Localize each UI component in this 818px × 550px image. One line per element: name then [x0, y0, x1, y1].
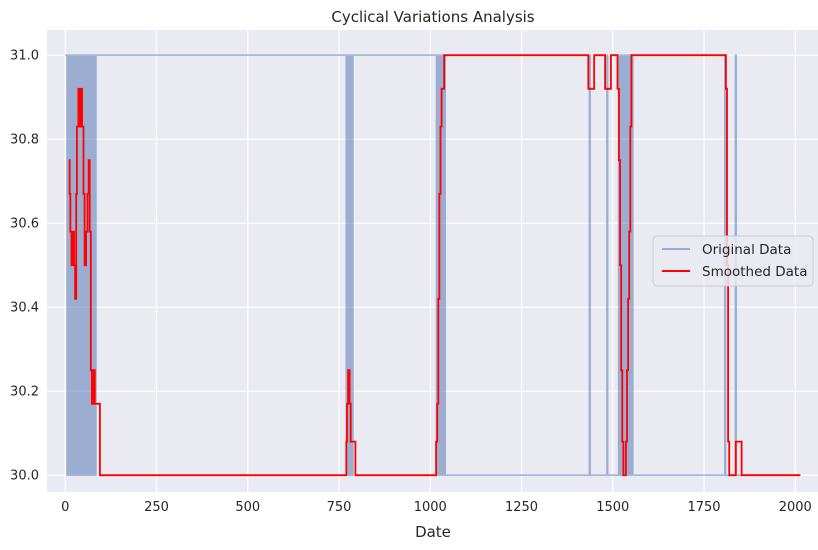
x-tick-label: 250 [144, 500, 169, 515]
y-tick-label: 30.4 [10, 301, 39, 316]
y-axis-ticks: 30.0 30.2 30.4 30.6 30.8 31.0 [10, 49, 39, 484]
y-tick-label: 30.6 [10, 217, 39, 232]
legend-box [652, 235, 814, 287]
x-tick-label: 1750 [687, 500, 720, 515]
x-tick-label: 1250 [505, 500, 538, 515]
y-tick-label: 30.0 [10, 469, 39, 484]
x-axis-ticks: 0 250 500 750 1000 1250 1500 1750 2000 [61, 500, 812, 515]
y-tick-label: 30.2 [10, 385, 39, 400]
y-tick-label: 30.8 [10, 133, 39, 148]
x-tick-label: 0 [61, 500, 69, 515]
x-tick-label: 500 [235, 500, 260, 515]
x-tick-label: 1500 [596, 500, 629, 515]
legend-original-label: Original Data [702, 242, 791, 258]
legend: Original Data Smoothed Data [652, 235, 814, 287]
x-tick-label: 750 [327, 500, 352, 515]
smoothed-data-line [68, 54, 801, 477]
x-tick-label: 1000 [414, 500, 447, 515]
series-group [65, 54, 801, 477]
legend-smoothed-label: Smoothed Data [702, 264, 808, 280]
x-axis-label: Date [415, 523, 451, 541]
chart-title: Cyclical Variations Analysis [331, 8, 534, 26]
x-tick-label: 2000 [779, 500, 812, 515]
y-tick-label: 31.0 [10, 49, 39, 64]
